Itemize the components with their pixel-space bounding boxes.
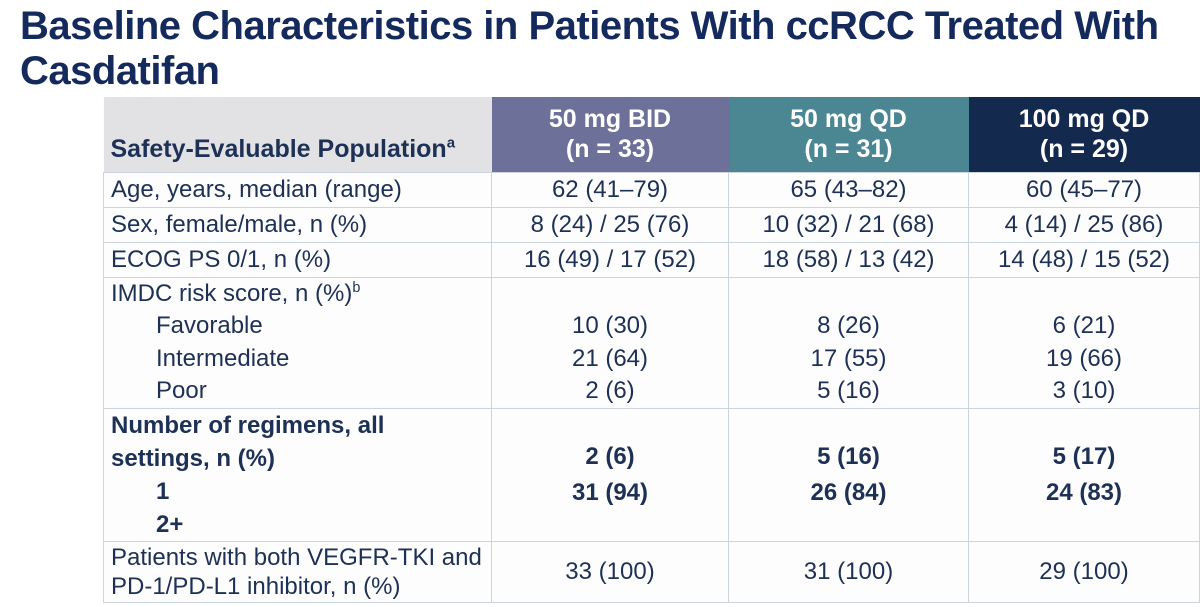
cell-value: 8 (24) / 25 (76) [491, 206, 729, 243]
cell-value: 16 (49) / 17 (52) [491, 241, 729, 278]
cell-value: 10 (30) [571, 312, 649, 339]
row-label: Sex, female/male, n (%) [103, 206, 492, 243]
cell-value: 5 (16) [817, 442, 880, 470]
dose-label: 50 mg QD [790, 105, 907, 134]
row-label: ECOG PS 0/1, n (%) [103, 241, 492, 278]
cell-value-stack: 6 (21) 19 (66) 3 (10) [968, 276, 1200, 409]
baseline-characteristics-table: Safety-Evaluable Populationa 50 mg BID (… [103, 97, 1200, 603]
cell-value-stack: 5 (17) 24 (83) [968, 407, 1200, 542]
cell-value-stack: 5 (16) 26 (84) [728, 407, 969, 542]
cell-value: 3 (10) [1052, 377, 1116, 404]
row-label-group: IMDC risk score, n (%)b Favorable Interm… [103, 276, 492, 409]
footnote-marker-b: b [352, 279, 361, 296]
dose-n-count: (n = 31) [804, 135, 893, 164]
cell-value: 18 (58) / 13 (42) [728, 241, 969, 278]
imdc-sub-label: Intermediate [156, 344, 290, 372]
cell-value: 17 (55) [810, 344, 887, 372]
spacer-line [729, 278, 968, 311]
cell-value: 5 (17) [1052, 442, 1116, 470]
dose-n-count: (n = 29) [1039, 135, 1129, 164]
cell-value: 31 (94) [571, 478, 649, 506]
table-row-ecog: ECOG PS 0/1, n (%) 16 (49) / 17 (52) 18 … [103, 241, 1200, 278]
cell-value: 2 (6) [585, 442, 635, 470]
cell-value: 60 (45–77) [968, 171, 1200, 208]
cell-value: 33 (100) [491, 540, 729, 603]
cell-value: 10 (32) / 21 (68) [728, 206, 969, 243]
cell-value: 62 (41–79) [491, 171, 729, 208]
imdc-sub-label: Favorable [156, 312, 263, 339]
imdc-sub-label: Poor [156, 377, 207, 404]
cell-value: 29 (100) [968, 540, 1200, 603]
row-label: Age, years, median (range) [103, 171, 492, 208]
cell-value: 6 (21) [1052, 312, 1116, 339]
corner-header-cell: Safety-Evaluable Populationa [103, 97, 492, 172]
table-header-row: Safety-Evaluable Populationa 50 mg BID (… [103, 97, 1200, 172]
cell-value: 14 (48) / 15 (52) [968, 241, 1200, 278]
table-row-imdc-risk-score: IMDC risk score, n (%)b Favorable Interm… [103, 276, 1200, 409]
row-label: Patients with both VEGFR-TKI and PD-1/PD… [103, 540, 492, 603]
cell-value: 31 (100) [728, 540, 969, 603]
spacer-line [969, 278, 1199, 311]
column-header-50mg-bid: 50 mg BID (n = 33) [491, 97, 729, 172]
cell-value: 65 (43–82) [728, 171, 969, 208]
cell-value: 4 (14) / 25 (86) [968, 206, 1200, 243]
table-row-prior-therapy: Patients with both VEGFR-TKI and PD-1/PD… [103, 540, 1200, 603]
regimens-sub-label: 1 [156, 477, 170, 505]
imdc-label-text: IMDC risk score, n (%) [111, 279, 353, 307]
cell-value-stack: 8 (26) 17 (55) 5 (16) [728, 276, 969, 409]
cell-value: 24 (83) [1045, 478, 1123, 506]
corner-header-label: Safety-Evaluable Population [110, 134, 447, 163]
cell-value-stack: 2 (6) 31 (94) [491, 407, 729, 542]
row-label-group: Number of regimens, all settings, n (%) … [103, 407, 492, 542]
cell-value: 19 (66) [1045, 344, 1123, 372]
column-header-50mg-qd: 50 mg QD (n = 31) [728, 97, 969, 172]
cell-value: 2 (6) [585, 377, 635, 404]
dose-label: 100 mg QD [1018, 105, 1150, 134]
cell-value: 8 (26) [817, 312, 880, 339]
column-header-100mg-qd: 100 mg QD (n = 29) [968, 97, 1200, 172]
footnote-marker-a: a [446, 134, 456, 152]
regimens-sub-label: 2+ [156, 510, 184, 538]
table-row-sex: Sex, female/male, n (%) 8 (24) / 25 (76)… [103, 206, 1200, 243]
slide-title: Baseline Characteristics in Patients Wit… [20, 4, 1159, 93]
cell-value: 21 (64) [571, 344, 649, 372]
cell-value: 5 (16) [817, 377, 880, 404]
spacer-line [492, 278, 728, 311]
table-row-age: Age, years, median (range) 62 (41–79) 65… [103, 171, 1200, 208]
dose-n-count: (n = 33) [565, 135, 655, 164]
cell-value: 26 (84) [810, 478, 887, 506]
imdc-group-label: IMDC risk score, n (%)b [111, 278, 485, 311]
cell-value-stack: 10 (30) 21 (64) 2 (6) [491, 276, 729, 409]
table-row-number-of-regimens: Number of regimens, all settings, n (%) … [103, 407, 1200, 542]
regimens-group-label: Number of regimens, all settings, n (%) [111, 411, 385, 472]
dose-label: 50 mg BID [548, 105, 672, 134]
